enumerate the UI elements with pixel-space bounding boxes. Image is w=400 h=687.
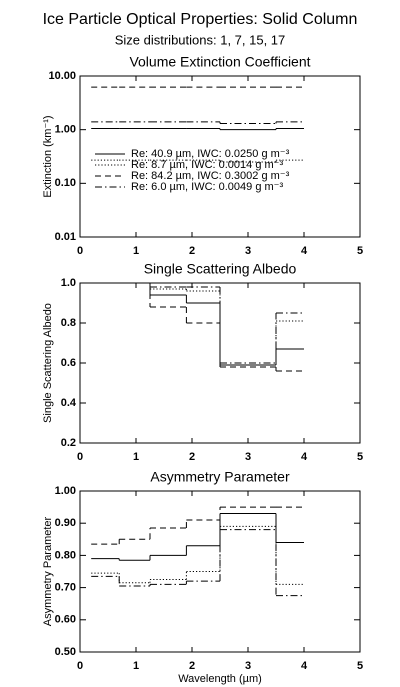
figure-subtitle: Size distributions: 1, 7, 15, 17	[115, 32, 286, 47]
legend-label: Re: 40.9 µm, IWC: 0.0250 g m⁻³	[131, 148, 290, 160]
y-tick-label: 1.00	[55, 124, 76, 136]
panel-title: Volume Extinction Coefficient	[129, 54, 310, 70]
legend-label: Re: 6.0 µm, IWC: 0.0049 g m⁻³	[131, 181, 283, 193]
y-tick-label: 0.80	[55, 549, 76, 561]
x-tick-label: 3	[245, 245, 251, 257]
x-tick-label: 2	[189, 245, 195, 257]
x-tick-label: 0	[77, 245, 83, 257]
x-tick-label: 1	[133, 660, 139, 672]
y-axis-label: Extinction (km⁻¹)	[42, 115, 54, 197]
x-tick-label: 1	[133, 245, 139, 257]
y-tick-label: 0.2	[61, 437, 76, 449]
x-tick-label: 2	[189, 451, 195, 463]
y-tick-label: 1.00	[55, 485, 76, 497]
y-tick-label: 0.8	[61, 317, 76, 329]
y-tick-label: 0.50	[55, 646, 76, 658]
plot-frame	[79, 490, 361, 653]
legend-label: Re: 84.2 µm, IWC: 0.3002 g m⁻³	[131, 170, 290, 182]
x-tick-label: 5	[357, 660, 363, 672]
y-tick-label: 10.00	[48, 70, 76, 82]
legend-label: Re: 8.7 µm, IWC: 0.0014 g m⁻³	[131, 159, 283, 171]
x-tick-label: 4	[301, 660, 308, 672]
y-tick-label: 0.60	[55, 614, 76, 626]
x-tick-label: 5	[357, 451, 363, 463]
panel-title: Single Scattering Albedo	[144, 261, 297, 277]
x-tick-label: 4	[301, 451, 308, 463]
y-tick-label: 0.70	[55, 582, 76, 594]
y-axis-label: Asymmetry Parameter	[42, 516, 54, 626]
y-tick-label: 1.0	[61, 277, 76, 289]
y-tick-label: 0.01	[55, 231, 76, 243]
y-tick-label: 0.6	[61, 357, 76, 369]
x-tick-label: 3	[245, 451, 251, 463]
x-tick-label: 3	[245, 660, 251, 672]
x-tick-label: 0	[77, 660, 83, 672]
panel-title: Asymmetry Parameter	[150, 469, 290, 485]
x-tick-label: 2	[189, 660, 195, 672]
x-axis-label: Wavelength (µm)	[178, 673, 262, 685]
x-tick-label: 0	[77, 451, 83, 463]
plot-frame	[79, 75, 361, 238]
y-axis-label: Single Scattering Albedo	[42, 303, 54, 423]
figure-title: Ice Particle Optical Properties: Solid C…	[43, 11, 358, 28]
x-tick-label: 1	[133, 451, 139, 463]
y-tick-label: 0.4	[61, 397, 77, 409]
y-tick-label: 0.90	[55, 517, 76, 529]
x-tick-label: 5	[357, 245, 363, 257]
x-tick-label: 4	[301, 245, 308, 257]
y-tick-label: 0.10	[55, 177, 76, 189]
